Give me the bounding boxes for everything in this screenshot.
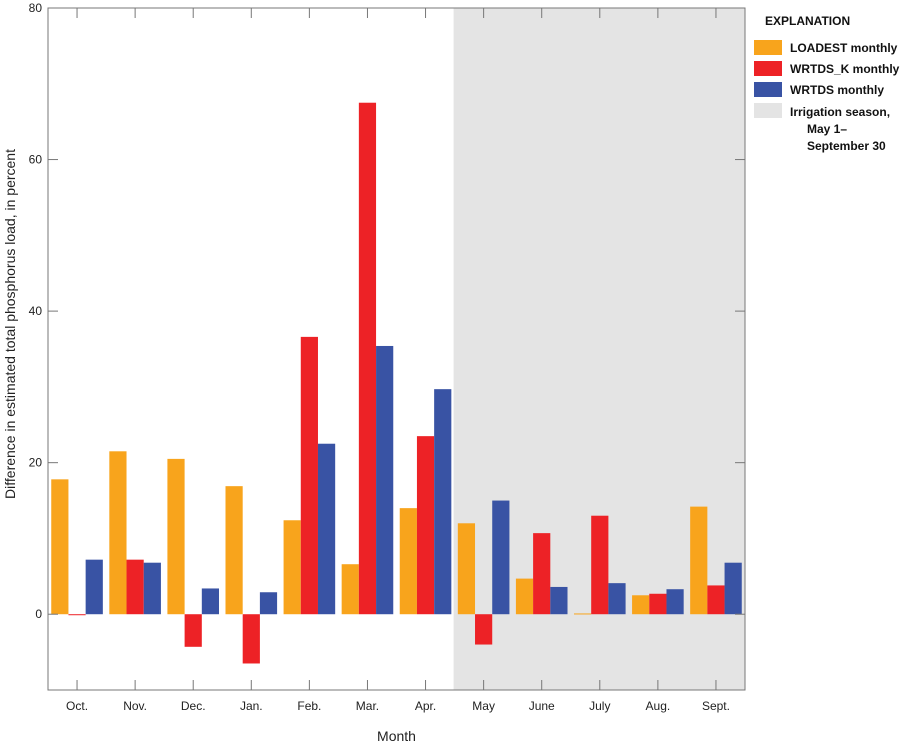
bar-loadest-monthly-9 [573,613,592,615]
bar-wrtds-monthly-4 [317,443,336,615]
bar-loadest-monthly-0 [51,479,69,615]
bar-wrtds-monthly-3 [259,592,278,615]
y-tick-label-0: 0 [35,607,42,621]
bar-wrtds-monthly-8 [550,586,568,615]
bar-wrtds-monthly-7 [492,500,510,615]
bar-loadest-monthly-1 [109,451,127,615]
bar-wrtds-k-monthly-7 [475,614,493,645]
legend-label-irrigation-2: September 30 [807,139,886,153]
y-axis-label: Difference in estimated total phosphorus… [2,149,18,499]
bar-wrtds-k-monthly-1 [126,559,144,615]
x-tick-label-2: Dec. [181,699,206,713]
bar-loadest-monthly-3 [225,486,243,615]
bar-wrtds-monthly-10 [666,589,684,615]
bar-wrtds-k-monthly-4 [300,336,318,615]
y-tick-label-80: 80 [29,1,43,15]
plot-frame [47,7,746,691]
legend-label-1: WRTDS_K monthly [790,62,900,76]
bar-loadest-monthly-4 [283,520,301,615]
legend-label-0: LOADEST monthly [790,41,898,55]
legend-label-irrigation-0: Irrigation season, [790,105,890,119]
bar-loadest-monthly-11 [690,506,708,615]
legend-swatch-1 [754,61,782,76]
bar-wrtds-k-monthly-6 [416,436,435,615]
bar-wrtds-k-monthly-5 [358,102,377,615]
bar-loadest-monthly-7 [457,523,476,615]
y-tick-label-20: 20 [29,456,43,470]
x-tick-label-1: Nov. [123,699,147,713]
bar-wrtds-monthly-9 [608,583,626,615]
x-tick-label-6: Apr. [415,699,436,713]
x-tick-label-9: July [589,699,610,713]
bar-wrtds-monthly-1 [143,562,161,615]
y-tick-label-40: 40 [29,304,43,318]
bar-wrtds-k-monthly-0 [68,614,86,616]
bar-wrtds-k-monthly-9 [591,515,609,615]
legend-swatch-irrigation [754,103,782,118]
bar-loadest-monthly-10 [632,595,650,615]
bar-wrtds-k-monthly-2 [184,614,202,647]
bar-wrtds-monthly-6 [434,389,452,615]
bar-wrtds-monthly-11 [724,562,742,615]
bar-wrtds-k-monthly-11 [707,585,725,615]
x-tick-label-7: May [472,699,495,713]
bar-loadest-monthly-6 [399,508,417,615]
x-tick-label-4: Feb. [297,699,321,713]
y-tick-label-60: 60 [29,153,43,167]
bar-loadest-monthly-2 [167,458,185,615]
x-tick-label-8: June [529,699,555,713]
x-tick-label-5: Mar. [356,699,379,713]
legend-label-irrigation-1: May 1– [807,122,847,136]
bar-wrtds-monthly-5 [376,345,394,615]
x-tick-label-10: Aug. [646,699,671,713]
bar-loadest-monthly-8 [515,578,534,615]
bar-wrtds-monthly-2 [201,588,220,615]
bar-wrtds-monthly-0 [85,559,103,615]
x-tick-label-0: Oct. [66,699,88,713]
legend-swatch-2 [754,82,782,97]
legend-title: EXPLANATION [765,14,850,28]
bar-loadest-monthly-5 [341,564,359,615]
legend-swatch-0 [754,40,782,55]
legend-label-2: WRTDS monthly [790,83,884,97]
x-tick-label-11: Sept. [702,699,730,713]
bar-wrtds-k-monthly-8 [533,533,551,615]
x-axis-label: Month [377,728,416,744]
bar-wrtds-k-monthly-10 [649,593,667,615]
x-tick-label-3: Jan. [240,699,263,713]
bar-wrtds-k-monthly-3 [242,614,260,664]
